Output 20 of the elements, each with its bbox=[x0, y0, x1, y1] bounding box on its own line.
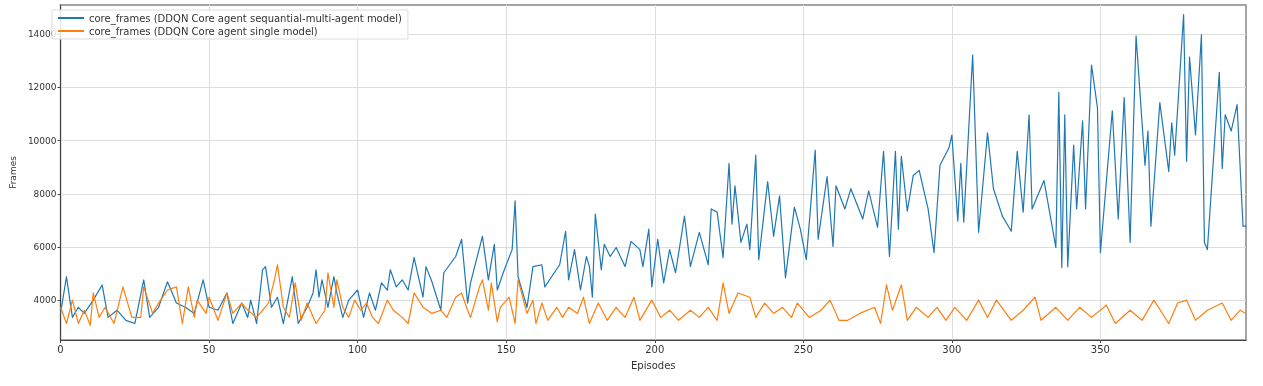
line-series bbox=[59, 264, 1247, 326]
x-tick-label: 350 bbox=[1090, 343, 1110, 355]
y-tick-label: 8000 bbox=[33, 188, 57, 199]
x-tick-label: 0 bbox=[57, 343, 64, 355]
y-tick-label: 14000 bbox=[27, 29, 57, 40]
y-axis-title: Frames bbox=[7, 155, 18, 189]
x-tick-label: 300 bbox=[942, 343, 962, 355]
legend-label: core_frames (DDQN Core agent sequantial-multi-agent model) bbox=[89, 12, 403, 25]
y-tick-label: 10000 bbox=[27, 135, 57, 146]
x-tick-label: 200 bbox=[645, 343, 665, 355]
y-tick-label: 4000 bbox=[33, 295, 57, 306]
line-series bbox=[59, 13, 1247, 325]
legend-label: core_frames (DDQN Core agent single model) bbox=[89, 25, 318, 38]
x-tick-label: 250 bbox=[793, 343, 813, 355]
x-tick-label: 150 bbox=[496, 343, 516, 355]
x-tick-label: 50 bbox=[202, 343, 216, 355]
y-tick-label: 12000 bbox=[27, 82, 57, 93]
x-tick-label: 100 bbox=[348, 343, 368, 355]
y-tick-label: 6000 bbox=[33, 241, 57, 252]
x-axis-title: Episodes bbox=[631, 359, 676, 371]
